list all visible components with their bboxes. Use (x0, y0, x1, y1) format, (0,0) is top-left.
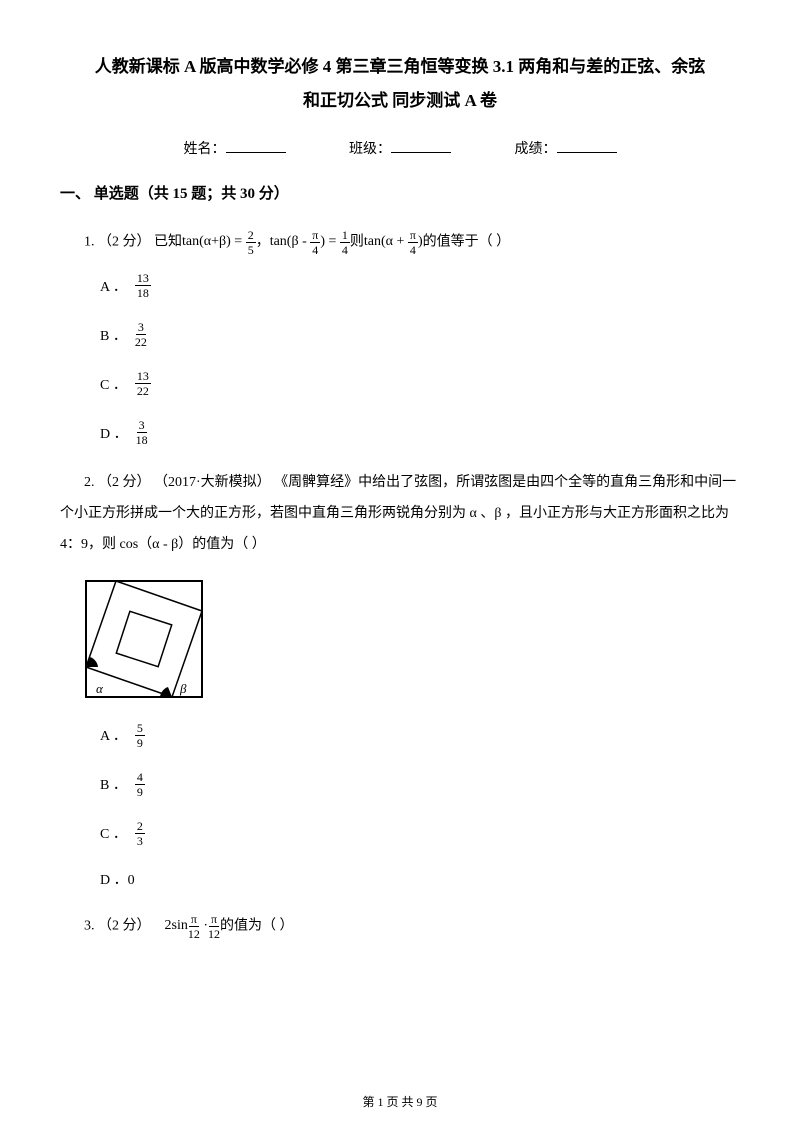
q3-text: 3. （2 分） 2sinπ12 ·π12的值为（ ） (84, 911, 740, 942)
q2-points: （2 分） (98, 475, 151, 490)
q1-prefix: 已知 (154, 235, 182, 250)
chord-diagram-svg: α β (84, 579, 204, 699)
q1-points: （2 分） (98, 235, 151, 250)
q3-frac2: π12 (208, 913, 220, 940)
q2-options-block: A ． 59 B ． 49 C ． 23 D ．0 (84, 722, 740, 889)
q2-text: 2. （2 分） （2017·大新模拟） 《周髀算经》中给出了弦图，所谓弦图是由… (84, 468, 740, 499)
q2-diagram: α β (84, 579, 740, 704)
q1-frac1: 25 (246, 229, 256, 256)
q2-option-c: C ． 23 (100, 820, 740, 847)
score-label: 成绩： (515, 142, 557, 157)
q1-math3: tan(α + (364, 234, 408, 249)
title-line-1: 人教新课标 A 版高中数学必修 4 第三章三角恒等变换 3.1 两角和与差的正弦… (60, 50, 740, 84)
title-line-2: 和正切公式 同步测试 A 卷 (60, 84, 740, 118)
q1-then: 则 (350, 235, 364, 250)
score-blank (557, 139, 617, 153)
q1-math1: tan(α+β) = (182, 234, 246, 249)
q3-number: 3. (84, 918, 95, 933)
page-footer: 第 1 页 共 9 页 (0, 1093, 800, 1110)
q1-comma: ， (256, 235, 270, 250)
form-line: 姓名： 班级： 成绩： (60, 138, 740, 158)
name-blank (226, 139, 286, 153)
q1-option-c: C ． 1322 (100, 370, 740, 397)
q2-number: 2. (84, 475, 95, 490)
q3-points: （2 分） (98, 918, 151, 933)
question-1: 1. （2 分） 已知tan(α+β) = 25，tan(β - π4) = 1… (84, 227, 740, 446)
q2-option-a: A ． 59 (100, 722, 740, 749)
q1-frac-pi4b: π4 (408, 229, 418, 256)
q3-math-prefix: 2sin (165, 918, 188, 933)
q1-option-a: A ． 1318 (100, 272, 740, 299)
q1-option-b: B ． 322 (100, 321, 740, 348)
q2-source: （2017·大新模拟） (154, 475, 271, 490)
q2-text3: 4：9，则 cos（α - β）的值为（ ） (60, 530, 740, 561)
q1-suffix: 的值等于（ ） (423, 235, 511, 250)
class-blank (391, 139, 451, 153)
q1-option-d: D ． 318 (100, 419, 740, 446)
q1-math2: tan(β - (270, 234, 311, 249)
q2-text2: 个小正方形拼成一个大的正方形，若图中直角三角形两锐角分别为 α 、β ，且小正方… (60, 499, 740, 530)
q1-number: 1. (84, 235, 95, 250)
q3-suffix: 的值为（ ） (220, 918, 294, 933)
q2-option-d: D ．0 (100, 869, 740, 889)
class-label: 班级： (349, 142, 391, 157)
q1-text: 1. （2 分） 已知tan(α+β) = 25，tan(β - π4) = 1… (84, 227, 740, 258)
q3-frac1: π12 (188, 913, 200, 940)
q1-frac-pi4a: π4 (310, 229, 320, 256)
question-2: 2. （2 分） （2017·大新模拟） 《周髀算经》中给出了弦图，所谓弦图是由… (84, 468, 740, 560)
q2-option-b: B ． 49 (100, 771, 740, 798)
section-1-header: 一、 单选题（共 15 题；共 30 分） (60, 182, 740, 203)
q1-frac2: 14 (340, 229, 350, 256)
question-3: 3. （2 分） 2sinπ12 ·π12的值为（ ） (84, 911, 740, 942)
q2-text1: 《周髀算经》中给出了弦图，所谓弦图是由四个全等的直角三角形和中间一 (274, 475, 736, 490)
q1-options: A ． 1318 B ． 322 C ． 1322 D ． 318 (84, 272, 740, 446)
alpha-label: α (96, 681, 104, 696)
document-title: 人教新课标 A 版高中数学必修 4 第三章三角恒等变换 3.1 两角和与差的正弦… (60, 50, 740, 118)
beta-label: β (179, 681, 187, 696)
q1-math2b: ) = (320, 234, 340, 249)
name-label: 姓名： (184, 142, 226, 157)
